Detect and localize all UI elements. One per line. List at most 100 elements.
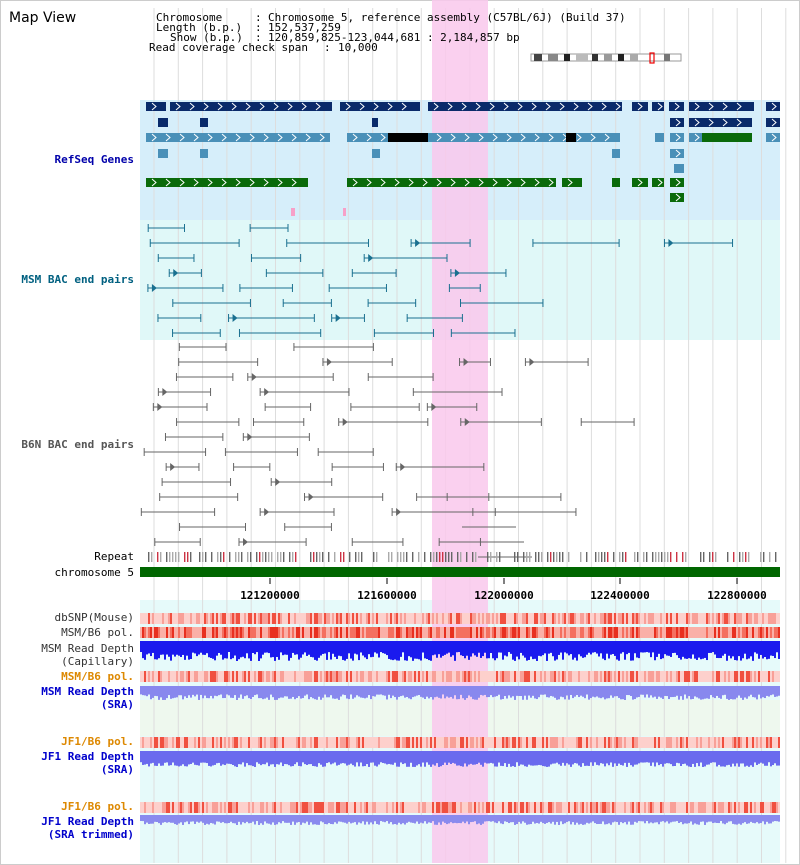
polymorphism-cell — [710, 671, 712, 682]
polymorphism-cell — [430, 671, 432, 682]
read-depth-bar — [600, 686, 602, 699]
polymorphism-cell — [686, 627, 688, 638]
polymorphism-cell — [746, 671, 748, 682]
polymorphism-cell — [696, 737, 698, 748]
read-depth-bar — [270, 686, 272, 695]
polymorphism-cell — [144, 627, 146, 638]
polymorphism-cell — [234, 737, 236, 748]
gene-strand-arrow — [422, 178, 428, 187]
read-depth-bar — [532, 686, 534, 696]
read-depth-bar — [512, 751, 514, 767]
read-depth-bar — [560, 751, 562, 766]
read-depth-bar — [420, 641, 422, 661]
read-depth-bar — [248, 641, 250, 659]
polymorphism-cell — [430, 613, 432, 624]
read-depth-bar — [610, 815, 612, 825]
read-depth-bar — [742, 815, 744, 824]
read-depth-bar — [746, 815, 748, 824]
polymorphism-cell — [300, 737, 302, 748]
repeat-element — [199, 552, 201, 562]
polymorphism-cell — [208, 802, 210, 813]
polymorphism-cell — [596, 613, 598, 624]
polymorphism-cell — [538, 671, 540, 682]
gene-strand-arrow — [436, 178, 442, 187]
read-depth-bar — [660, 751, 662, 765]
polymorphism-cell — [702, 627, 704, 638]
polymorphism-cell — [650, 802, 652, 813]
read-depth-bar — [434, 641, 436, 655]
read-depth-bar — [692, 751, 694, 764]
read-depth-bar — [548, 815, 550, 823]
gene-strand-arrow — [637, 102, 643, 111]
read-depth-bar — [570, 751, 572, 767]
polymorphism-cell — [710, 802, 712, 813]
repeat-element — [496, 552, 498, 562]
polymorphism-cell — [218, 802, 220, 813]
polymorphism-cell — [738, 671, 740, 682]
polymorphism-cell — [236, 802, 238, 813]
repeat-element — [412, 552, 414, 562]
polymorphism-cell — [600, 802, 602, 813]
read-depth-bar — [244, 686, 246, 697]
polymorphism-cell — [178, 737, 180, 748]
read-depth-bar — [544, 751, 546, 767]
polymorphism-cell — [558, 671, 560, 682]
polymorphism-cell — [728, 613, 730, 624]
chromosome-ideogram[interactable] — [530, 52, 684, 64]
read-depth-bar — [316, 751, 318, 767]
polymorphism-cell — [642, 671, 644, 682]
read-depth-bar — [742, 686, 744, 700]
polymorphism-cell — [634, 613, 636, 624]
polymorphism-cell — [358, 613, 360, 624]
read-depth-bar — [734, 641, 736, 661]
track-label-refseq-genes[interactable]: RefSeq Genes — [54, 153, 134, 166]
gene-strand-arrow — [615, 102, 621, 111]
polymorphism-cell — [446, 613, 448, 624]
read-depth-bar — [676, 815, 678, 822]
polymorphism-cell — [174, 627, 176, 638]
read-depth-bar — [754, 641, 756, 653]
polymorphism-cell — [712, 671, 714, 682]
read-depth-bar — [270, 815, 272, 825]
read-depth-bar — [670, 751, 672, 765]
polymorphism-cell — [216, 737, 218, 748]
read-depth-bar — [532, 815, 534, 822]
polymorphism-cell — [560, 613, 562, 624]
read-depth-bar — [596, 641, 598, 654]
polymorphism-cell — [660, 802, 662, 813]
repeat-element — [442, 552, 444, 562]
polymorphism-cell — [704, 613, 706, 624]
read-depth-bar — [460, 686, 462, 695]
track-label-b6n-bac[interactable]: B6N BAC end pairs — [21, 438, 134, 451]
read-depth-bar — [770, 641, 772, 656]
read-depth-bar — [604, 751, 606, 767]
repeat-element — [220, 552, 222, 562]
polymorphism-cell — [382, 737, 384, 748]
read-depth-bar — [330, 686, 332, 696]
polymorphism-cell — [776, 627, 778, 638]
read-depth-bar — [550, 751, 552, 765]
read-depth-bar — [734, 751, 736, 767]
read-depth-bar — [256, 641, 258, 653]
bac-end-arrow — [529, 358, 535, 366]
polymorphism-cell — [584, 671, 586, 682]
repeat-element — [514, 552, 516, 562]
track-label-msm-bac[interactable]: MSM BAC end pairs — [21, 273, 134, 286]
polymorphism-cell — [614, 627, 616, 638]
polymorphism-cell — [762, 613, 764, 624]
read-depth-bar — [334, 686, 336, 699]
polymorphism-cell — [522, 627, 524, 638]
polymorphism-cell — [752, 627, 754, 638]
polymorphism-cell — [768, 737, 770, 748]
polymorphism-cell — [702, 613, 704, 624]
polymorphism-cell — [574, 671, 576, 682]
polymorphism-cell — [396, 671, 398, 682]
polymorphism-cell — [654, 627, 656, 638]
polymorphism-cell — [378, 627, 380, 638]
read-depth-bar — [436, 751, 438, 764]
read-depth-bar — [642, 686, 644, 695]
read-depth-bar — [148, 686, 150, 695]
repeat-element — [523, 552, 525, 562]
gene-strand-arrow — [359, 102, 365, 111]
